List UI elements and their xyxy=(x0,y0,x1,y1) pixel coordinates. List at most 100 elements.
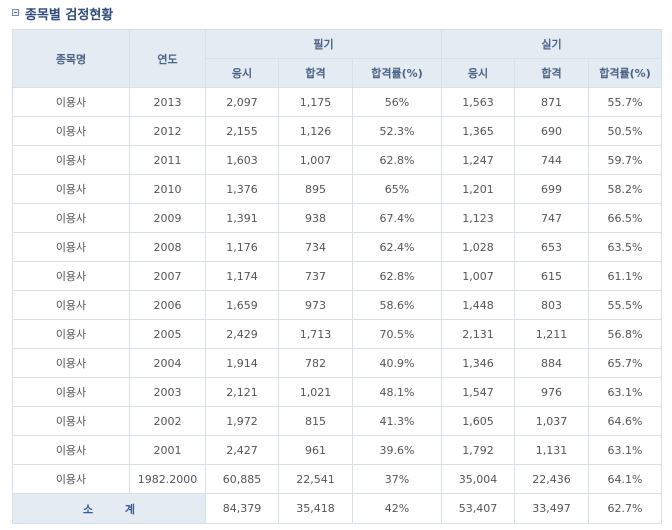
total-cell: 53,407 xyxy=(441,493,516,524)
table-body: 이용사 2013 2,097 1,175 56% 1,563 871 55.7% 이용사 2012… xyxy=(12,87,663,494)
cell-written-pass-rate: 41.3% xyxy=(351,406,443,436)
cell-year: 2013 xyxy=(129,87,206,117)
header-subject: 종목명 xyxy=(12,29,130,88)
cell-written-pass-rate: 48.1% xyxy=(351,377,443,407)
cell-written-pass-rate: 62.8% xyxy=(351,261,443,291)
cell-written-pass-rate: 37% xyxy=(351,464,443,494)
cell-written-passed: 782 xyxy=(278,348,353,378)
total-cell: 84,379 xyxy=(205,493,279,524)
cell-practical-pass-rate: 64.6% xyxy=(588,406,663,436)
cell-practical-applicants: 1,247 xyxy=(441,145,516,175)
cell-year: 2007 xyxy=(129,261,206,291)
cell-practical-passed: 615 xyxy=(514,261,590,291)
cell-practical-passed: 747 xyxy=(514,203,590,233)
table-row: 이용사 2005 2,429 1,713 70.5% 2,131 1,211 56.8% xyxy=(12,319,663,349)
table-row: 이용사 2007 1,174 737 62.8% 1,007 615 61.1% xyxy=(12,261,663,291)
cell-written-passed: 815 xyxy=(278,406,353,436)
table-row: 이용사 2008 1,176 734 62.4% 1,028 653 63.5% xyxy=(12,232,663,262)
cell-subject: 이용사 xyxy=(12,377,130,407)
cell-practical-pass-rate: 50.5% xyxy=(588,116,663,146)
cell-practical-applicants: 1,123 xyxy=(441,203,516,233)
cell-practical-pass-rate: 63.5% xyxy=(588,232,663,262)
exam-stats-table: 종목명 연도 필기 실기 응시 합격 합격률(%) 응시 합격 합격률(%) 이… xyxy=(12,29,663,524)
cell-written-pass-rate: 67.4% xyxy=(351,203,443,233)
cell-written-passed: 1,126 xyxy=(278,116,353,146)
table-row: 이용사 2003 2,121 1,021 48.1% 1,547 976 63.1% xyxy=(12,377,663,407)
cell-practical-pass-rate: 56.8% xyxy=(588,319,663,349)
total-row: 소 계 84,379 35,418 42% 53,407 33,497 62.7… xyxy=(12,493,663,524)
cell-written-applicants: 1,914 xyxy=(205,348,279,378)
cell-practical-passed: 653 xyxy=(514,232,590,262)
cell-written-passed: 737 xyxy=(278,261,353,291)
cell-practical-pass-rate: 65.7% xyxy=(588,348,663,378)
cell-subject: 이용사 xyxy=(12,87,130,117)
cell-year: 2011 xyxy=(129,145,206,175)
cell-year: 2008 xyxy=(129,232,206,262)
cell-practical-applicants: 1,028 xyxy=(441,232,516,262)
cell-written-applicants: 2,121 xyxy=(205,377,279,407)
cell-practical-pass-rate: 64.1% xyxy=(588,464,663,494)
total-cell: 35,418 xyxy=(278,493,353,524)
cell-practical-applicants: 1,201 xyxy=(441,174,516,204)
cell-written-passed: 1,175 xyxy=(278,87,353,117)
cell-written-pass-rate: 62.8% xyxy=(351,145,443,175)
header-year: 연도 xyxy=(129,29,206,88)
cell-practical-pass-rate: 59.7% xyxy=(588,145,663,175)
cell-practical-passed: 976 xyxy=(514,377,590,407)
table-row: 이용사 2004 1,914 782 40.9% 1,346 884 65.7% xyxy=(12,348,663,378)
cell-written-applicants: 1,603 xyxy=(205,145,279,175)
table-row: 이용사 2001 2,427 961 39.6% 1,792 1,131 63.1% xyxy=(12,435,663,465)
table-row: 이용사 2013 2,097 1,175 56% 1,563 871 55.7% xyxy=(12,87,663,117)
cell-subject: 이용사 xyxy=(12,290,130,320)
table-row: 이용사 2002 1,972 815 41.3% 1,605 1,037 64.6% xyxy=(12,406,663,436)
header-written-passed: 합격 xyxy=(278,58,353,88)
cell-practical-applicants: 1,792 xyxy=(441,435,516,465)
cell-written-pass-rate: 39.6% xyxy=(351,435,443,465)
table-row: 이용사 1982.2000 60,885 22,541 37% 35,004 22,436 6… xyxy=(12,464,663,494)
cell-practical-pass-rate: 58.2% xyxy=(588,174,663,204)
cell-practical-pass-rate: 63.1% xyxy=(588,435,663,465)
cell-subject: 이용사 xyxy=(12,261,130,291)
cell-practical-applicants: 1,365 xyxy=(441,116,516,146)
header-written: 필기 xyxy=(204,29,443,59)
cell-written-applicants: 2,155 xyxy=(205,116,279,146)
cell-written-passed: 1,713 xyxy=(278,319,353,349)
cell-subject: 이용사 xyxy=(12,348,130,378)
total-label: 소 계 xyxy=(12,493,206,524)
cell-practical-applicants: 1,563 xyxy=(441,87,516,117)
cell-written-pass-rate: 70.5% xyxy=(351,319,443,349)
header-practical-applicants: 응시 xyxy=(441,58,516,88)
cell-written-passed: 973 xyxy=(278,290,353,320)
cell-subject: 이용사 xyxy=(12,435,130,465)
cell-practical-applicants: 1,448 xyxy=(441,290,516,320)
section-title: 종목별 검정현황 xyxy=(25,8,114,23)
cell-written-passed: 938 xyxy=(278,203,353,233)
cell-practical-applicants: 1,547 xyxy=(441,377,516,407)
cell-practical-passed: 22,436 xyxy=(514,464,590,494)
cell-practical-pass-rate: 63.1% xyxy=(588,377,663,407)
cell-practical-applicants: 1,605 xyxy=(441,406,516,436)
cell-subject: 이용사 xyxy=(12,464,130,494)
cell-subject: 이용사 xyxy=(12,116,130,146)
cell-written-applicants: 60,885 xyxy=(205,464,279,494)
cell-practical-applicants: 35,004 xyxy=(441,464,516,494)
cell-year: 2006 xyxy=(129,290,206,320)
cell-written-pass-rate: 40.9% xyxy=(351,348,443,378)
total-cell: 62.7% xyxy=(588,493,663,524)
cell-written-applicants: 1,176 xyxy=(205,232,279,262)
bullet-box-icon xyxy=(12,9,19,16)
cell-practical-pass-rate: 55.7% xyxy=(588,87,663,117)
header-practical-pass-rate: 합격률(%) xyxy=(588,58,663,88)
cell-written-applicants: 1,659 xyxy=(205,290,279,320)
table-row: 이용사 2011 1,603 1,007 62.8% 1,247 744 59.7% xyxy=(12,145,663,175)
cell-year: 2003 xyxy=(129,377,206,407)
cell-written-pass-rate: 58.6% xyxy=(351,290,443,320)
table-row: 이용사 2009 1,391 938 67.4% 1,123 747 66.5% xyxy=(12,203,663,233)
cell-practical-passed: 871 xyxy=(514,87,590,117)
total-cell: 42% xyxy=(351,493,443,524)
cell-practical-passed: 1,037 xyxy=(514,406,590,436)
cell-subject: 이용사 xyxy=(12,145,130,175)
cell-written-passed: 961 xyxy=(278,435,353,465)
cell-subject: 이용사 xyxy=(12,232,130,262)
cell-written-applicants: 2,097 xyxy=(205,87,279,117)
